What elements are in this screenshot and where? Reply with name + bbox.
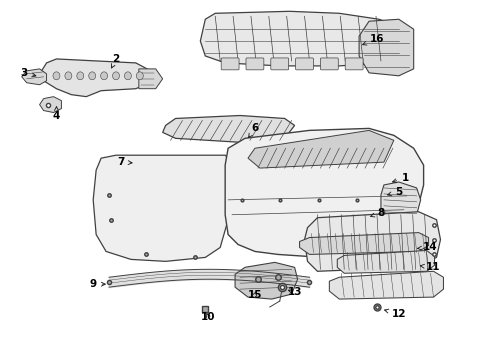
Polygon shape: [22, 69, 47, 85]
Polygon shape: [381, 182, 420, 220]
Text: 7: 7: [117, 157, 132, 167]
Text: 15: 15: [247, 290, 262, 300]
Ellipse shape: [53, 72, 60, 80]
Polygon shape: [305, 212, 441, 271]
Polygon shape: [40, 96, 61, 113]
Ellipse shape: [65, 72, 72, 80]
Text: 3: 3: [20, 68, 36, 78]
Polygon shape: [299, 233, 429, 255]
Polygon shape: [359, 19, 414, 76]
Text: 5: 5: [388, 187, 402, 197]
Ellipse shape: [124, 72, 131, 80]
FancyBboxPatch shape: [345, 58, 363, 70]
Ellipse shape: [136, 72, 143, 80]
Text: 1: 1: [392, 173, 409, 183]
Text: 11: 11: [420, 262, 441, 272]
FancyBboxPatch shape: [246, 58, 264, 70]
FancyBboxPatch shape: [295, 58, 314, 70]
Text: 13: 13: [287, 287, 302, 297]
FancyBboxPatch shape: [320, 58, 338, 70]
Text: 6: 6: [248, 123, 259, 138]
Text: 8: 8: [370, 208, 385, 218]
Polygon shape: [139, 69, 163, 89]
Ellipse shape: [77, 72, 84, 80]
Polygon shape: [248, 130, 394, 168]
Text: 4: 4: [53, 107, 60, 121]
Text: 9: 9: [90, 279, 105, 289]
Text: 14: 14: [417, 243, 438, 252]
Text: 16: 16: [363, 34, 384, 45]
Polygon shape: [225, 129, 424, 257]
Polygon shape: [235, 262, 297, 299]
FancyBboxPatch shape: [271, 58, 289, 70]
Polygon shape: [163, 116, 294, 142]
Polygon shape: [200, 11, 399, 66]
FancyBboxPatch shape: [221, 58, 239, 70]
Polygon shape: [329, 271, 443, 299]
Polygon shape: [93, 155, 230, 261]
Polygon shape: [42, 59, 151, 96]
Ellipse shape: [89, 72, 96, 80]
Polygon shape: [337, 251, 435, 273]
Text: 10: 10: [201, 312, 216, 322]
Text: 2: 2: [112, 54, 120, 68]
Ellipse shape: [113, 72, 120, 80]
Ellipse shape: [100, 72, 108, 80]
Text: 12: 12: [385, 309, 406, 319]
